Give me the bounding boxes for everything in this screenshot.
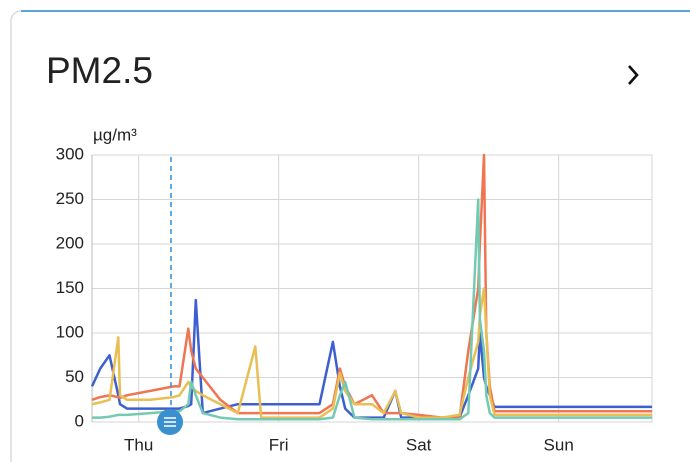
y-tick-label: 250 — [56, 189, 84, 208]
y-tick-label: 50 — [65, 367, 84, 386]
y-tick-label: 150 — [56, 278, 84, 297]
y-tick-label: 0 — [75, 411, 84, 430]
y-unit: µg/m³ — [93, 125, 137, 144]
handle-icon — [164, 417, 176, 427]
plot: 0 50 100 150 200 250 300 Thu Fri Sat Sun — [56, 144, 653, 454]
chart-title: PM2.5 — [46, 50, 153, 91]
x-tick-label: Sun — [544, 435, 574, 454]
series-line — [92, 198, 652, 421]
y-tick-label: 200 — [56, 233, 84, 252]
more-chevron[interactable] — [628, 65, 639, 85]
y-tick-label: 300 — [56, 144, 84, 163]
x-tick-label: Sat — [406, 435, 432, 454]
x-tick-label: Fri — [269, 435, 289, 454]
x-tick-label: Thu — [124, 435, 153, 454]
y-tick-label: 100 — [56, 322, 84, 341]
series-line — [90, 298, 652, 419]
